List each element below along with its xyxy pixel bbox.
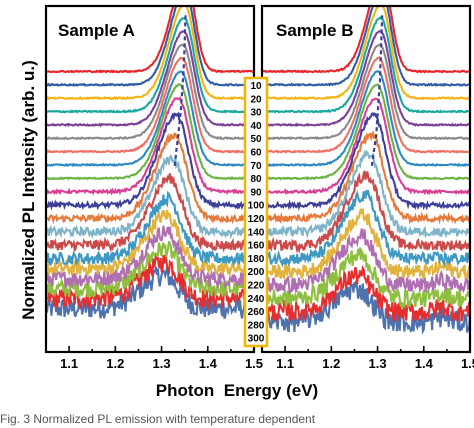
- legend-entry-80: 80: [250, 174, 262, 185]
- x-tick-label: 1.4: [199, 356, 218, 371]
- legend-entry-20: 20: [250, 94, 262, 105]
- legend-entry-100: 100: [248, 201, 265, 212]
- pl-spectra-figure: Sample A 1.1 1.2 1.3 1.4 1.5 Sample B 1.1 1.2…: [19, 4, 474, 400]
- panel-sample-b: Sample B 1.1 1.2 1.3 1.4 1.5: [260, 4, 474, 371]
- spectrum-line-40k: [262, 16, 470, 114]
- spectrum-line-70k: [262, 56, 470, 154]
- x-axis-title: Photon Energy (eV): [156, 381, 318, 400]
- legend-entry-50: 50: [250, 134, 262, 145]
- x-tick-label: 1.1: [60, 356, 78, 371]
- x-tick-label: 1.3: [153, 356, 171, 371]
- spectrum-line-220k: [262, 208, 470, 281]
- spectrum-line-280k: [262, 264, 470, 323]
- peak-shift-guide: [370, 15, 384, 169]
- spectrum-line-20k: [262, 6, 470, 87]
- spectrum-line-80k: [262, 69, 470, 168]
- spectrum-line-240k: [46, 225, 254, 290]
- spectrum-line-20k: [46, 6, 254, 88]
- legend-entry-60: 60: [250, 148, 262, 159]
- spectrum-line-180k: [262, 170, 470, 254]
- legend-entry-10: 10: [250, 81, 262, 92]
- legend-entry-300: 300: [248, 334, 265, 345]
- spectrum-line-10k: [262, 6, 470, 74]
- legend-entry-260: 260: [248, 307, 265, 318]
- spectrum-line-180k: [46, 173, 254, 253]
- spectrum-line-50k: [46, 29, 254, 128]
- spectrum-line-140k: [46, 132, 254, 225]
- x-tick-label: 1.2: [322, 356, 340, 371]
- legend-entry-180: 180: [248, 254, 265, 265]
- legend-entry-90: 90: [250, 187, 262, 198]
- spectrum-line-200k: [46, 190, 254, 268]
- legend-entry-200: 200: [248, 267, 265, 278]
- x-tick-label: 1.4: [415, 356, 434, 371]
- spectrum-line-90k: [46, 82, 254, 181]
- spectrum-line-40k: [46, 16, 254, 114]
- spectrum-line-260k: [46, 240, 254, 299]
- spectrum-line-120k: [262, 111, 470, 212]
- x-tick-label: 1.5: [461, 356, 474, 371]
- spectrum-line-60k: [262, 43, 470, 141]
- spectrum-line-160k: [262, 149, 470, 239]
- spectrum-line-10k: [46, 6, 254, 74]
- spectra-group: [262, 6, 470, 336]
- legend-entry-70: 70: [250, 161, 262, 172]
- spectrum-line-120k: [46, 111, 254, 211]
- legend-box: [243, 76, 269, 348]
- spectrum-line-100k: [46, 96, 254, 196]
- spectrum-line-90k: [262, 83, 470, 181]
- legend-entry-140: 140: [248, 227, 265, 238]
- peak-shift-guide: [173, 15, 187, 169]
- legend-entry-40: 40: [250, 121, 262, 132]
- spectrum-line-100k: [262, 97, 470, 196]
- spectrum-line-240k: [262, 228, 470, 296]
- x-tick-label: 1.1: [276, 356, 294, 371]
- legend-entry-30: 30: [250, 108, 262, 119]
- spectrum-line-30k: [46, 6, 254, 101]
- y-axis-title: Normalized PL Intensity (arb. u.): [19, 60, 38, 319]
- spectrum-line-80k: [46, 70, 254, 168]
- spectrum-line-280k: [46, 254, 254, 312]
- panel-title-sample-b: Sample B: [276, 21, 353, 40]
- spectra-group: [46, 6, 254, 320]
- x-tick-label: 1.2: [106, 356, 124, 371]
- x-tick-label: 1.5: [245, 356, 263, 371]
- legend-entry-280: 280: [248, 320, 265, 331]
- panel-title-sample-a: Sample A: [58, 21, 135, 40]
- figure-caption: Fig. 3 Normalized PL emission with tempe…: [0, 412, 316, 426]
- legend-entry-120: 120: [248, 214, 265, 225]
- legend-entry-220: 220: [248, 281, 265, 292]
- spectrum-line-140k: [262, 130, 470, 225]
- spectrum-line-50k: [262, 30, 470, 128]
- panel-sample-a: Sample A 1.1 1.2 1.3 1.4 1.5: [44, 4, 263, 371]
- x-tick-label: 1.3: [369, 356, 387, 371]
- spectrum-line-220k: [46, 209, 254, 277]
- spectrum-line-60k: [46, 43, 254, 141]
- spectrum-line-200k: [262, 189, 470, 268]
- spectrum-line-30k: [262, 6, 470, 101]
- spectrum-line-260k: [262, 247, 470, 311]
- legend-entry-240: 240: [248, 294, 265, 305]
- legend-entry-160: 160: [248, 241, 265, 252]
- spectrum-line-70k: [46, 56, 254, 154]
- spectrum-line-160k: [46, 154, 254, 239]
- temperature-legend: 10 20 30 40 50 60 70 80 90 100 120 140 160 180 200 220 2…: [243, 76, 269, 348]
